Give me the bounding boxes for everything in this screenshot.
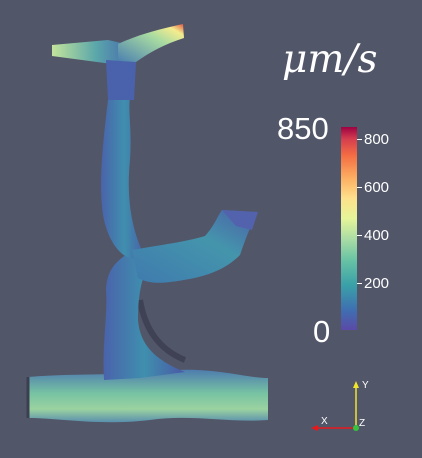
range-min-label: 0	[313, 314, 331, 349]
tick-mark	[357, 187, 362, 188]
scalar-bar-title: μm/s	[282, 37, 378, 82]
range-max-label: 850	[277, 111, 329, 146]
tick-label: 200	[364, 275, 390, 292]
color-legend-bar[interactable]	[341, 127, 357, 330]
tick-label: 600	[364, 179, 390, 196]
tick-label: 400	[364, 227, 390, 244]
tick-mark	[357, 235, 362, 236]
tick-label: 800	[364, 131, 390, 148]
tick-mark	[357, 283, 362, 284]
axis-y-label: Y	[362, 380, 369, 391]
tick-mark	[357, 139, 362, 140]
axis-z-label: Z	[359, 418, 366, 429]
axes-triad-icon	[311, 381, 359, 431]
axis-x-label: X	[321, 416, 328, 427]
orientation-axes[interactable]: Y X Z	[308, 376, 378, 436]
